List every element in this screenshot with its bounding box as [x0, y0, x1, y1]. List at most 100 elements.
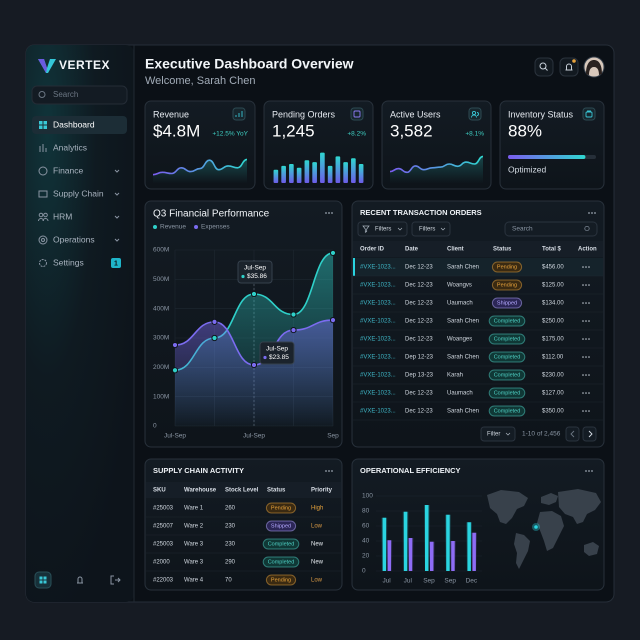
row-action[interactable] [582, 266, 584, 268]
table-cell: Ware 1 [184, 506, 204, 512]
filter-label[interactable]: Filters [375, 227, 391, 233]
tooltip-dot [241, 274, 245, 279]
kpi-delta: +8.1% [465, 131, 484, 138]
row-accent [353, 258, 355, 276]
table-cell: Sarah Chen [447, 265, 479, 271]
footer-filter-label[interactable]: Filter [487, 432, 500, 438]
table-cell: #VXE-1023... [360, 265, 396, 271]
x-tick-label: Dec [466, 578, 478, 585]
mini-bar [312, 162, 317, 183]
nav-item[interactable]: Supply Chain [53, 188, 104, 198]
row-action[interactable] [588, 266, 590, 268]
table-cell: 70 [225, 578, 232, 584]
row-action[interactable] [582, 392, 584, 394]
row-action[interactable] [582, 374, 584, 376]
status-pill-text: Completed [268, 559, 295, 565]
row-action[interactable] [582, 284, 584, 286]
table-cell: Sarah Chen [447, 319, 479, 325]
x-tick-label: Sep [423, 578, 435, 585]
page-title: Executive Dashboard Overview [145, 56, 354, 72]
status-pill [491, 279, 523, 291]
row-action[interactable] [588, 320, 590, 322]
progress-bar [508, 155, 586, 159]
mini-bar [273, 169, 279, 183]
table-header: Status [267, 488, 286, 494]
row-action[interactable] [588, 374, 590, 376]
chart-title: Q3 Financial Performance [153, 209, 270, 220]
table-cell: $112.00 [542, 355, 564, 361]
filter-button[interactable] [411, 221, 451, 237]
row-action[interactable] [585, 356, 587, 358]
search-button[interactable] [534, 57, 554, 77]
table-search[interactable] [504, 221, 598, 237]
kpi-value: $4.8M [153, 121, 200, 140]
page-button[interactable] [565, 426, 580, 442]
row-action[interactable] [582, 410, 584, 412]
row-action[interactable] [585, 302, 587, 304]
y-tick-label: 100M [153, 393, 169, 400]
filter-label[interactable]: Filters [419, 227, 435, 233]
row-action[interactable] [585, 284, 587, 286]
mini-bar [320, 152, 325, 183]
nav-item[interactable]: Analytics [53, 142, 87, 152]
table-cell: 260 [225, 506, 236, 512]
bottom-icon-active[interactable] [34, 571, 52, 589]
row-action[interactable] [585, 374, 587, 376]
row-action[interactable] [585, 338, 587, 340]
table-cell: $350.00 [542, 409, 564, 415]
nav-active [32, 116, 127, 134]
nav-item[interactable]: Finance [53, 165, 84, 175]
mini-bar [296, 167, 302, 183]
y-tick-label: 300M [153, 335, 169, 342]
row-action[interactable] [585, 266, 587, 268]
search-placeholder[interactable]: Search [53, 90, 78, 99]
table-header: Total $ [542, 247, 562, 253]
row-action[interactable] [582, 356, 584, 358]
status-pill [265, 574, 297, 586]
series-point [250, 290, 258, 298]
status-pill-text: Completed [494, 354, 521, 360]
row-action[interactable] [582, 320, 584, 322]
row-action[interactable] [585, 410, 587, 412]
kpi-value: 1,245 [272, 121, 315, 140]
status-pill-text: Completed [494, 408, 521, 414]
page-button[interactable] [582, 426, 597, 442]
table-cell: $127.00 [542, 391, 564, 397]
row-action[interactable] [588, 356, 590, 358]
row-action[interactable] [588, 410, 590, 412]
search-box[interactable] [31, 85, 128, 105]
filter-button[interactable] [357, 221, 408, 237]
tooltip [259, 341, 295, 365]
table-cell: Uaumach [447, 301, 473, 307]
row-action[interactable] [588, 338, 590, 340]
series-point [290, 326, 297, 334]
nav-item[interactable]: Settings [53, 257, 84, 267]
row-action[interactable] [582, 338, 584, 340]
row-action[interactable] [588, 284, 590, 286]
table-cell: Woanges [447, 337, 472, 343]
status-pill [488, 351, 526, 363]
table-cell: Dec 12-23 [405, 391, 433, 397]
mini-bar [358, 164, 364, 183]
row-action[interactable] [588, 302, 590, 304]
status-pill [488, 405, 526, 417]
row-action[interactable] [582, 302, 584, 304]
nav-item[interactable]: HRM [53, 211, 72, 221]
footer-filter[interactable] [480, 426, 516, 442]
status-pill [488, 369, 526, 381]
table-cell: #VXE-1023... [360, 301, 396, 307]
series-point [211, 334, 218, 342]
row-action[interactable] [585, 392, 587, 394]
kpi-label: Inventory Status [508, 109, 574, 119]
table-cell: Dec 12-23 [405, 337, 433, 343]
table-search-placeholder[interactable]: Search [512, 226, 533, 233]
table-cell: Dec 12-23 [405, 409, 433, 415]
row-highlight [353, 258, 603, 276]
row-action[interactable] [585, 320, 587, 322]
nav-item[interactable]: Operations [53, 234, 95, 244]
card-menus[interactable] [325, 212, 596, 472]
nav-item[interactable]: Dashboard [53, 119, 95, 129]
filter-icon [362, 225, 370, 233]
table-cell: Low [311, 524, 323, 530]
row-action[interactable] [588, 392, 590, 394]
